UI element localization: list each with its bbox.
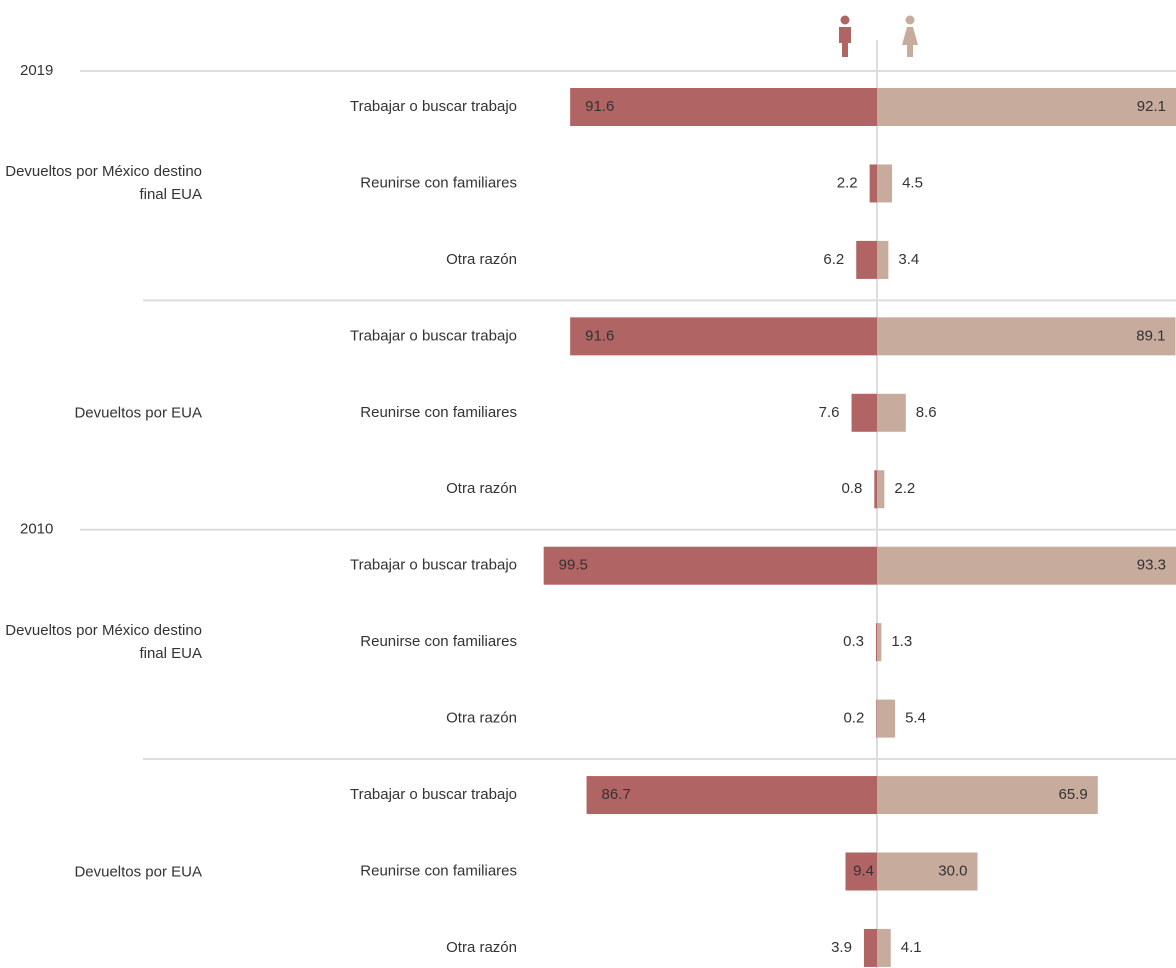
bar-male	[570, 88, 877, 126]
male-icon	[839, 15, 851, 57]
category-label: Reunirse con familiares	[360, 174, 517, 191]
value-label: 4.1	[901, 939, 922, 956]
bar-male	[856, 240, 877, 279]
group-label: Devueltos por EUA	[74, 404, 202, 422]
bar-female	[877, 928, 891, 967]
bar-male	[869, 164, 877, 203]
bar-male	[845, 852, 877, 891]
value-label: 93.3	[1137, 557, 1166, 574]
year-label: 2019	[20, 62, 53, 79]
value-label: 4.5	[902, 174, 923, 191]
bar-male	[876, 699, 877, 738]
value-label: 6.2	[823, 251, 844, 268]
bar-male	[570, 317, 877, 356]
bar-female	[877, 776, 1098, 815]
bar-male	[586, 776, 877, 815]
bar-female	[877, 546, 1176, 585]
bar-female	[877, 699, 896, 738]
category-label: Otra razón	[446, 939, 517, 956]
bar-female	[877, 623, 882, 662]
value-label: 9.4	[853, 862, 874, 879]
value-label: 99.5	[559, 557, 588, 574]
value-label: 5.4	[905, 710, 926, 727]
value-label: 3.4	[898, 251, 919, 268]
value-label: 0.8	[841, 480, 862, 497]
value-label: 1.3	[891, 633, 912, 650]
bar-female	[877, 88, 1176, 126]
value-label: 30.0	[938, 862, 967, 879]
value-label: 89.1	[1136, 327, 1165, 344]
category-label: Trabajar o buscar trabajo	[350, 557, 517, 574]
category-label: Otra razón	[446, 251, 517, 268]
year-label: 2010	[20, 521, 53, 538]
bar-female	[877, 393, 906, 432]
value-label: 0.3	[843, 633, 864, 650]
category-label: Reunirse con familiares	[360, 862, 517, 879]
female-icon	[902, 15, 918, 57]
group-label: Devueltos por México destino final EUA	[5, 622, 202, 663]
value-label: 91.6	[585, 327, 614, 344]
value-label: 2.2	[837, 174, 858, 191]
bar-female	[877, 317, 1176, 356]
category-label: Trabajar o buscar trabajo	[350, 98, 517, 115]
group-label: Devueltos por EUA	[74, 863, 202, 880]
bar-male	[875, 623, 877, 662]
category-label: Otra razón	[446, 710, 517, 727]
bar-female	[877, 470, 885, 509]
category-label: Reunirse con familiares	[360, 404, 517, 421]
category-label: Trabajar o buscar trabajo	[350, 327, 517, 344]
value-label: 65.9	[1059, 786, 1088, 803]
bar-male	[874, 470, 877, 509]
bar-male	[863, 928, 877, 967]
value-label: 7.6	[819, 404, 840, 421]
bar-female	[877, 852, 978, 891]
value-label: 86.7	[602, 786, 631, 803]
category-label: Trabajar o buscar trabajo	[350, 786, 517, 803]
value-label: 0.2	[843, 710, 864, 727]
category-label: Reunirse con familiares	[360, 633, 517, 650]
bar-male	[543, 546, 877, 585]
bar-female	[877, 164, 893, 203]
bar-male	[851, 393, 877, 432]
value-label: 91.6	[585, 98, 614, 115]
value-label: 8.6	[916, 404, 937, 421]
group-label: Devueltos por México destino final EUA	[5, 163, 202, 204]
value-label: 92.1	[1137, 98, 1166, 115]
bar-female	[877, 240, 889, 279]
value-label: 3.9	[831, 939, 852, 956]
value-label: 2.2	[894, 480, 915, 497]
category-label: Otra razón	[446, 480, 517, 497]
